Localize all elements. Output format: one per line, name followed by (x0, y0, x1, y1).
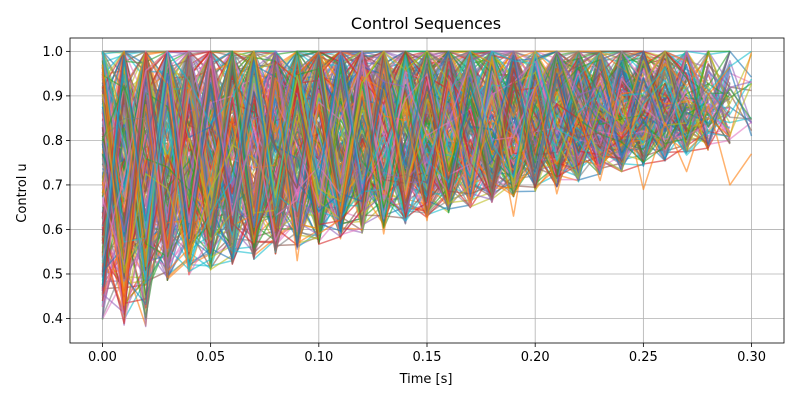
x-tick-label: 0.00 (88, 350, 117, 365)
y-tick-label: 0.5 (42, 267, 63, 282)
y-tick-label: 0.7 (42, 178, 63, 193)
y-axis: 0.4 0.5 0.6 0.7 0.8 0.9 1.0 (42, 45, 70, 327)
x-tick-label: 0.10 (304, 350, 333, 365)
x-axis-label: Time [s] (399, 372, 453, 387)
control-sequence-line (101, 55, 753, 288)
x-tick-label: 0.15 (413, 350, 442, 365)
y-tick-label: 1.0 (42, 45, 63, 60)
chart-title: Control Sequences (351, 14, 501, 33)
control-sequence-line (101, 64, 753, 306)
control-sequence-line (102, 50, 709, 280)
control-sequence-line (101, 50, 645, 269)
control-sequence-line (101, 51, 623, 280)
y-axis-label: Control u (15, 163, 30, 222)
y-tick-label: 0.9 (42, 89, 63, 104)
x-tick-label: 0.25 (629, 350, 658, 365)
x-tick-label: 0.05 (196, 350, 225, 365)
y-tick-label: 0.4 (42, 312, 63, 327)
y-tick-label: 0.8 (42, 134, 63, 149)
control-sequence-line (101, 50, 752, 253)
control-sequence-line (101, 50, 687, 274)
control-sequence-line (101, 50, 536, 253)
control-sequence-line (101, 50, 536, 260)
series-layer (101, 50, 753, 328)
x-tick-label: 0.20 (521, 350, 550, 365)
control-sequence-line (101, 50, 753, 268)
control-sequence-line (101, 50, 709, 267)
y-tick-label: 0.6 (42, 223, 63, 238)
x-axis: 0.00 0.05 0.10 0.15 0.20 0.25 0.30 (88, 343, 766, 365)
x-tick-label: 0.30 (737, 350, 766, 365)
